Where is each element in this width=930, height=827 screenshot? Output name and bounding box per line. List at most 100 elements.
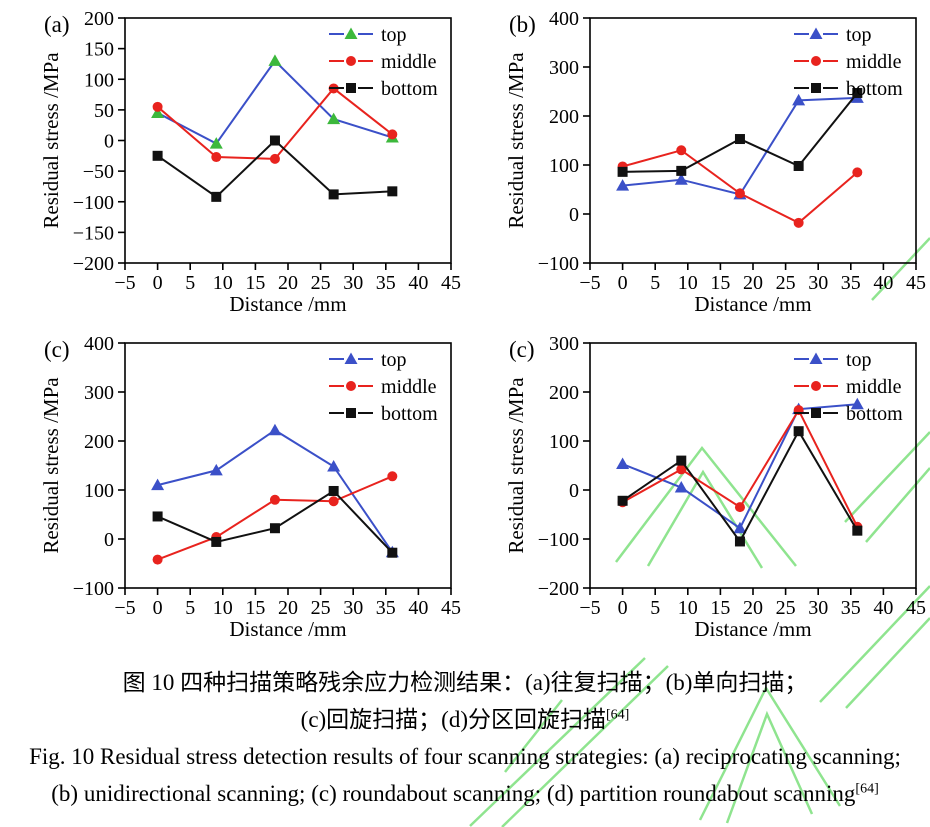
x-tick-label: 20	[278, 272, 298, 294]
panel-label: (a)	[44, 12, 70, 37]
y-tick-label: 0	[104, 529, 114, 551]
data-point-bottom	[734, 536, 745, 547]
data-point-middle	[211, 152, 222, 163]
legend-marker-middle	[346, 381, 356, 391]
data-point-middle	[734, 502, 745, 513]
data-point-top	[151, 478, 165, 491]
x-tick-label: 0	[153, 597, 163, 619]
data-point-top	[268, 423, 282, 436]
x-tick-label: 40	[873, 597, 893, 619]
series-line-middle	[156, 87, 393, 160]
x-tick-label: 10	[678, 272, 698, 294]
x-tick-label: 40	[408, 272, 428, 294]
x-tick-label: 30	[808, 597, 828, 619]
x-tick-label: 10	[678, 597, 698, 619]
legend-label-bottom: bottom	[846, 78, 903, 100]
chart-svg: −5 0 5 10 15 20 25 30 35 40 45200150100500−50−100−…	[39, 8, 461, 316]
caption-en-line1-text: Fig. 10 Residual stress detection result…	[29, 744, 901, 769]
y-tick-label: 50	[94, 100, 114, 122]
data-point-bottom	[211, 536, 222, 547]
data-point-middle	[387, 471, 398, 482]
x-axis-label: Distance /mm	[229, 292, 346, 316]
data-point-bottom	[617, 495, 628, 506]
legend-marker-middle	[811, 381, 821, 391]
x-tick-label: 35	[376, 597, 396, 619]
chart-svg: −5 0 5 10 15 20 25 30 35 40 454003002001000−100Dis…	[504, 8, 926, 316]
data-point-bottom	[676, 455, 687, 466]
y-tick-label: 200	[549, 106, 579, 128]
y-tick-label: 400	[84, 333, 114, 355]
y-axis-label: Residual stress /MPa	[504, 52, 528, 229]
legend-marker-top	[344, 27, 358, 39]
legend-marker-middle	[811, 56, 821, 66]
legend-label-middle: middle	[846, 51, 902, 73]
data-point-top	[616, 179, 630, 191]
legend-marker-top	[809, 352, 823, 364]
panel-label: (c)	[509, 337, 535, 362]
data-point-bottom	[852, 525, 863, 536]
panel-label: (b)	[509, 12, 536, 37]
data-point-bottom	[269, 135, 280, 146]
x-tick-label: 45	[906, 272, 926, 294]
data-point-middle	[152, 101, 163, 112]
y-tick-label: 300	[549, 57, 579, 79]
series-line-bottom	[622, 92, 859, 173]
data-point-bottom	[793, 160, 804, 171]
data-point-bottom	[852, 87, 863, 98]
data-point-middle	[387, 129, 398, 140]
x-tick-label: 5	[650, 272, 660, 294]
y-axis-label: Residual stress /MPa	[39, 377, 63, 554]
x-tick-label: 15	[710, 272, 730, 294]
x-axis-label: Distance /mm	[229, 617, 346, 641]
data-point-middle	[734, 188, 745, 199]
x-axis-label: Distance /mm	[694, 617, 811, 641]
x-tick-label: −5	[114, 272, 135, 294]
series-line-top	[157, 59, 393, 145]
x-tick-label: 15	[710, 597, 730, 619]
x-tick-label: 45	[441, 272, 461, 294]
legend-label-top: top	[846, 349, 872, 371]
x-tick-label: 45	[906, 597, 926, 619]
chart-panel-b: −5 0 5 10 15 20 25 30 35 40 45 400 300 200 100 0 −100 Dis…	[465, 0, 930, 325]
caption-en-line2: (b) unidirectional scanning; (c) roundab…	[0, 775, 930, 812]
chart-panel-d: −5 0 5 10 15 20 25 30 35 40 45 300 200 100 0 −100 −200 Di…	[465, 325, 930, 650]
data-point-top	[151, 106, 165, 118]
x-tick-label: 0	[618, 597, 628, 619]
data-point-bottom	[328, 189, 339, 200]
x-tick-label: 5	[185, 597, 195, 619]
data-point-middle	[269, 494, 280, 505]
y-tick-label: −50	[83, 161, 114, 183]
data-point-top	[616, 457, 630, 470]
legend-label-middle: middle	[846, 376, 902, 398]
x-tick-label: 15	[245, 272, 265, 294]
x-tick-label: 35	[376, 272, 396, 294]
series-line-middle	[157, 475, 393, 561]
x-tick-label: 35	[841, 272, 861, 294]
legend-label-bottom: bottom	[846, 403, 903, 425]
x-tick-label: 25	[776, 272, 796, 294]
data-point-middle	[793, 217, 804, 228]
data-point-top	[674, 173, 688, 185]
x-tick-label: 20	[743, 272, 763, 294]
legend-label-top: top	[381, 349, 407, 371]
x-tick-label: 25	[311, 272, 331, 294]
series-line-middle	[622, 149, 858, 225]
legend-marker-top	[809, 27, 823, 39]
data-point-bottom	[152, 511, 163, 522]
y-tick-label: 200	[549, 382, 579, 404]
legend-label-middle: middle	[381, 376, 437, 398]
x-tick-label: 30	[343, 597, 363, 619]
x-tick-label: 40	[408, 597, 428, 619]
x-tick-label: 0	[153, 272, 163, 294]
data-point-middle	[852, 167, 863, 178]
legend-label-bottom: bottom	[381, 78, 438, 100]
legend-label-bottom: bottom	[381, 403, 438, 425]
x-tick-label: 45	[441, 597, 461, 619]
chart-svg: −5 0 5 10 15 20 25 30 35 40 454003002001000−100Dis…	[39, 333, 461, 641]
y-axis-label: Residual stress /MPa	[504, 377, 528, 554]
data-point-top	[209, 137, 223, 149]
data-point-bottom	[387, 547, 398, 558]
data-point-top	[209, 463, 223, 476]
caption-zh-line2: (c)回旋扫描；(d)分区回旋扫描[64]	[0, 701, 930, 738]
